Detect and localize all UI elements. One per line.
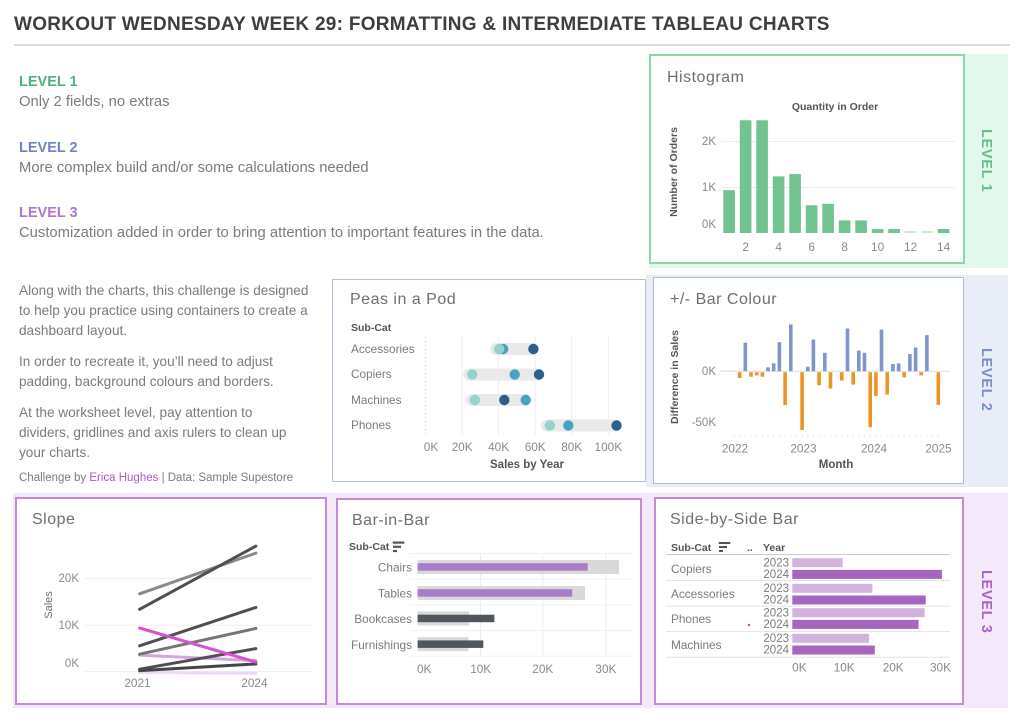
svg-text:10K: 10K xyxy=(834,661,855,675)
svg-text:2024: 2024 xyxy=(763,595,789,607)
svg-text:Month: Month xyxy=(819,459,853,471)
svg-text:Copiers: Copiers xyxy=(671,562,712,576)
svg-text:20K: 20K xyxy=(883,661,904,675)
svg-text:2024: 2024 xyxy=(861,442,888,456)
svg-text:2023: 2023 xyxy=(763,583,789,595)
svg-text:12: 12 xyxy=(904,240,917,254)
svg-text:Phones: Phones xyxy=(351,418,391,432)
svg-text:0K: 0K xyxy=(702,219,716,231)
svg-text:Sales: Sales xyxy=(43,591,55,619)
svg-text:Phones: Phones xyxy=(671,612,711,626)
svg-text:10: 10 xyxy=(871,240,885,254)
svg-text:10K: 10K xyxy=(470,662,491,676)
svg-text:Sales by Year: Sales by Year xyxy=(490,459,564,471)
svg-text:20K: 20K xyxy=(452,440,473,454)
svg-text:Chairs: Chairs xyxy=(378,561,412,575)
svg-text:6: 6 xyxy=(808,240,815,254)
svg-text:Quantity in Order: Quantity in Order xyxy=(792,101,878,113)
svg-text:2023: 2023 xyxy=(763,558,789,570)
svg-text:Machines: Machines xyxy=(351,393,402,407)
svg-text:2023: 2023 xyxy=(763,633,789,645)
svg-text:40K: 40K xyxy=(488,440,509,454)
svg-text:Year: Year xyxy=(763,542,785,554)
svg-text:60K: 60K xyxy=(525,440,546,454)
svg-text:30K: 30K xyxy=(595,662,616,676)
svg-text:2024: 2024 xyxy=(763,619,789,631)
svg-text:Tables: Tables xyxy=(378,587,412,601)
svg-text:2021: 2021 xyxy=(124,676,150,690)
svg-text:0K: 0K xyxy=(424,440,439,454)
svg-text:8: 8 xyxy=(841,240,848,254)
svg-text:2022: 2022 xyxy=(722,442,748,456)
svg-text:80K: 80K xyxy=(561,440,582,454)
svg-text:2024: 2024 xyxy=(763,569,789,581)
svg-text:2023: 2023 xyxy=(763,608,789,620)
svg-text:Sub-Cat: Sub-Cat xyxy=(351,322,392,334)
svg-text:20K: 20K xyxy=(532,662,553,676)
svg-text:Sub-Cat: Sub-Cat xyxy=(671,542,712,554)
svg-text:10K: 10K xyxy=(59,620,80,632)
svg-text:Accessories: Accessories xyxy=(671,587,735,601)
svg-text:4: 4 xyxy=(775,240,782,254)
svg-text:0K: 0K xyxy=(417,662,432,676)
svg-text:Accessories: Accessories xyxy=(351,342,415,356)
svg-text:2025: 2025 xyxy=(925,442,952,456)
svg-text:-50K: -50K xyxy=(692,417,717,429)
svg-text:Furnishings: Furnishings xyxy=(351,638,412,652)
svg-text:1K: 1K xyxy=(702,182,716,194)
svg-text:2024: 2024 xyxy=(763,645,789,657)
svg-text:100K: 100K xyxy=(595,440,623,454)
svg-text:Machines: Machines xyxy=(671,638,722,652)
svg-text:30K: 30K xyxy=(930,661,951,675)
svg-text:Difference in Sales: Difference in Sales xyxy=(669,330,681,424)
svg-text:14: 14 xyxy=(937,240,951,254)
svg-text:0K: 0K xyxy=(792,661,807,675)
svg-text:0K: 0K xyxy=(702,366,716,378)
svg-text:2: 2 xyxy=(742,240,749,254)
svg-text:Copiers: Copiers xyxy=(351,367,392,381)
svg-text:Number of Orders: Number of Orders xyxy=(668,127,680,217)
svg-text:..: .. xyxy=(747,542,753,554)
svg-text:2K: 2K xyxy=(702,136,716,148)
svg-text:2023: 2023 xyxy=(790,442,817,456)
svg-text:Bookcases: Bookcases xyxy=(354,612,412,626)
svg-text:0K: 0K xyxy=(65,658,79,670)
svg-text:2024: 2024 xyxy=(241,676,268,690)
svg-text:20K: 20K xyxy=(59,573,80,585)
svg-text:Sub-Cat: Sub-Cat xyxy=(349,541,390,553)
